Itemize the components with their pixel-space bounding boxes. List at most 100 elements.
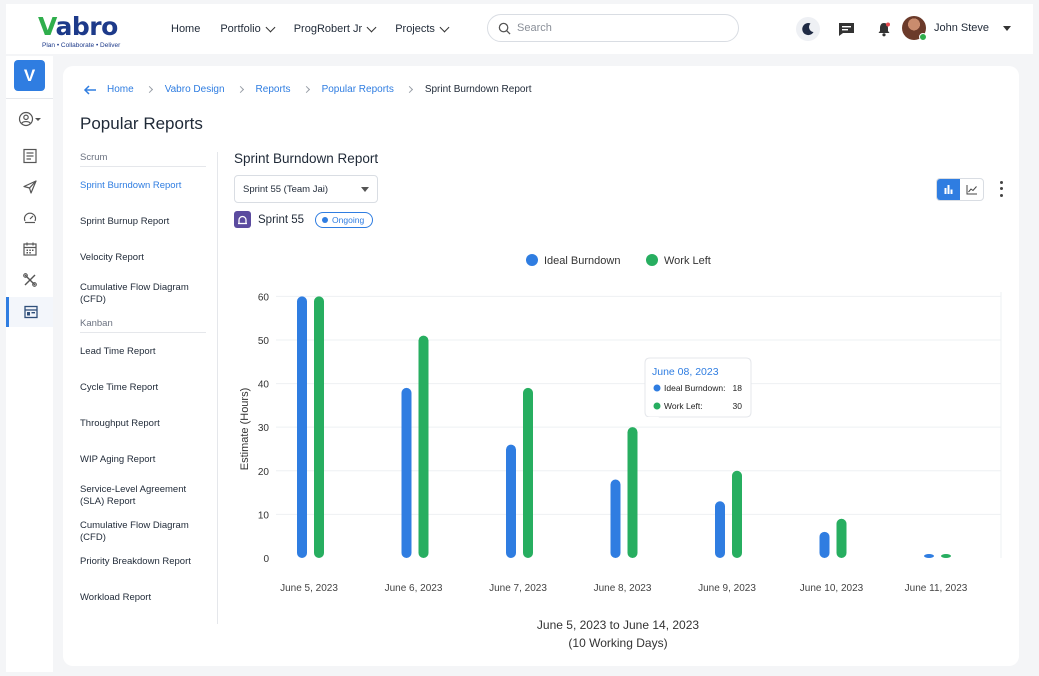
user-menu[interactable]: John Steve: [902, 16, 1012, 41]
rail-send-button[interactable]: [6, 172, 53, 202]
sidebar-item-sprint-burnup[interactable]: Sprint Burnup Report: [80, 216, 170, 227]
bar-ideal-5[interactable]: [819, 531, 830, 558]
y-tick-label: 30: [258, 423, 270, 434]
bar-work-left-6[interactable]: [941, 554, 951, 558]
legend-marker-1[interactable]: [646, 254, 658, 266]
sidebar-heading-kanban: Kanban: [80, 318, 206, 333]
rail-calendar-button[interactable]: [6, 234, 53, 264]
legend-marker-0[interactable]: [526, 254, 538, 266]
avatar: [902, 16, 927, 41]
x-tick-label: June 11, 2023: [905, 583, 968, 594]
sidebar-item-wip-aging[interactable]: WIP Aging Report: [80, 454, 156, 465]
caret-down-icon: [1003, 25, 1012, 31]
nav-program[interactable]: ProgRobert Jr: [293, 22, 377, 35]
legend-label-1[interactable]: Work Left: [664, 255, 711, 267]
bar-ideal-4[interactable]: [715, 501, 725, 558]
bar-work-left-1[interactable]: [418, 335, 429, 558]
workspace-logo-button[interactable]: V: [14, 60, 45, 91]
sidebar-item-velocity[interactable]: Velocity Report: [80, 252, 144, 263]
status-dot: [322, 216, 329, 223]
message-icon: [838, 22, 854, 36]
main-nav: Home Portfolio ProgRobert Jr Projects: [171, 4, 450, 54]
sidebar-item-sprint-burndown[interactable]: Sprint Burndown Report: [80, 180, 182, 191]
nav-home[interactable]: Home: [171, 23, 200, 35]
nav-program-label: ProgRobert Jr: [293, 23, 363, 35]
y-tick-label: 60: [258, 292, 270, 303]
bar-ideal-2[interactable]: [506, 444, 516, 558]
calendar-icon: [22, 242, 37, 256]
report-sidebar: Scrum Sprint Burndown Report Sprint Burn…: [80, 152, 206, 616]
legend-label-0[interactable]: Ideal Burndown: [544, 255, 620, 267]
nav-projects-label: Projects: [395, 23, 435, 35]
sprint-select-value: Sprint 55 (Team Jai): [243, 183, 329, 195]
notifications-button[interactable]: [872, 17, 896, 41]
sidebar-item-workload[interactable]: Workload Report: [80, 592, 152, 603]
rail-board-button[interactable]: [6, 141, 53, 171]
sidebar-item-throughput[interactable]: Throughput Report: [80, 418, 160, 429]
bar-work-left-3[interactable]: [627, 427, 638, 558]
chart-grid: [276, 292, 1002, 558]
sidebar-item-cycle-time[interactable]: Cycle Time Report: [80, 382, 159, 393]
bar-work-left-0[interactable]: [314, 296, 324, 558]
bar-work-left-5[interactable]: [836, 518, 847, 558]
breadcrumb-reports[interactable]: Reports: [255, 84, 291, 95]
moon-icon: [802, 23, 814, 36]
y-axis-ticks: 0 10 20 30 40 50 60: [258, 292, 270, 565]
search-input[interactable]: [517, 22, 717, 34]
tooltip-work-value: 30: [733, 401, 743, 411]
bar-ideal-3[interactable]: [610, 479, 621, 558]
bar-view-button[interactable]: [937, 179, 960, 200]
sidebar-divider: [217, 152, 218, 624]
vabro-logo[interactable]: Vabro Plan • Collaborate • Deliver: [36, 12, 146, 49]
sidebar-item-cfd-scrum[interactable]: Cumulative Flow Diagram (CFD): [80, 282, 189, 305]
theme-toggle-button[interactable]: [796, 17, 820, 41]
sprint-select[interactable]: Sprint 55 (Team Jai): [234, 175, 378, 203]
bar-ideal-6[interactable]: [924, 554, 934, 558]
y-tick-label: 20: [258, 467, 270, 478]
bar-ideal-0[interactable]: [297, 296, 307, 558]
nav-home-label: Home: [171, 23, 201, 35]
y-axis-label: Estimate (Hours): [239, 388, 251, 471]
chevron-down-icon: [265, 22, 276, 33]
chevron-down-icon: [439, 22, 450, 33]
rail-profile-button[interactable]: [6, 104, 53, 134]
tooltip-ideal-label: Ideal Burndown:: [664, 383, 725, 393]
more-options-icon[interactable]: [996, 179, 1006, 199]
y-tick-label: 10: [258, 510, 270, 521]
user-name: John Steve: [934, 22, 990, 34]
tooltip-work-dot: [653, 402, 661, 410]
sidebar-item-lead-time[interactable]: Lead Time Report: [80, 346, 156, 357]
sidebar-heading-scrum: Scrum: [80, 152, 206, 167]
sidebar-item-cfd-kanban[interactable]: Cumulative Flow Diagram (CFD): [80, 520, 189, 543]
nav-projects[interactable]: Projects: [395, 22, 450, 35]
line-view-button[interactable]: [960, 179, 983, 200]
bar-work-left-4[interactable]: [732, 470, 742, 558]
sidebar-item-sla[interactable]: Service-Level Agreement (SLA) Report: [80, 484, 187, 507]
chart-bars: [297, 296, 951, 558]
breadcrumb-project[interactable]: Vabro Design: [164, 84, 225, 95]
rail-reports-button[interactable]: [6, 297, 53, 327]
chart-view-toggle: [936, 178, 984, 201]
logo-mark: V: [38, 12, 56, 41]
y-tick-label: 50: [258, 336, 270, 347]
nav-portfolio[interactable]: Portfolio: [220, 22, 276, 35]
report-card: Home Vabro Design Reports Popular Report…: [63, 66, 1019, 666]
breadcrumb-home[interactable]: Home: [107, 84, 134, 95]
caret-down-icon: [361, 187, 369, 192]
rail-gauge-button[interactable]: [6, 203, 53, 233]
y-tick-label: 40: [258, 380, 270, 391]
rail-tools-button[interactable]: [6, 265, 53, 295]
logo-tagline: Plan • Collaborate • Deliver: [42, 42, 121, 49]
bar-ideal-1[interactable]: [401, 387, 412, 558]
workspace-letter: V: [23, 65, 36, 85]
sidebar-item-priority-breakdown[interactable]: Priority Breakdown Report: [80, 556, 191, 567]
status-badge: Ongoing: [315, 211, 374, 228]
messages-button[interactable]: [834, 17, 858, 41]
bar-work-left-2[interactable]: [523, 387, 533, 558]
breadcrumb-current: Sprint Burndown Report: [424, 84, 532, 95]
sprint-name: Sprint 55: [258, 213, 305, 226]
breadcrumb-popular-reports[interactable]: Popular Reports: [321, 84, 394, 95]
rail-divider: [6, 98, 53, 99]
search-box[interactable]: [487, 14, 739, 42]
back-arrow-icon[interactable]: [83, 84, 97, 95]
